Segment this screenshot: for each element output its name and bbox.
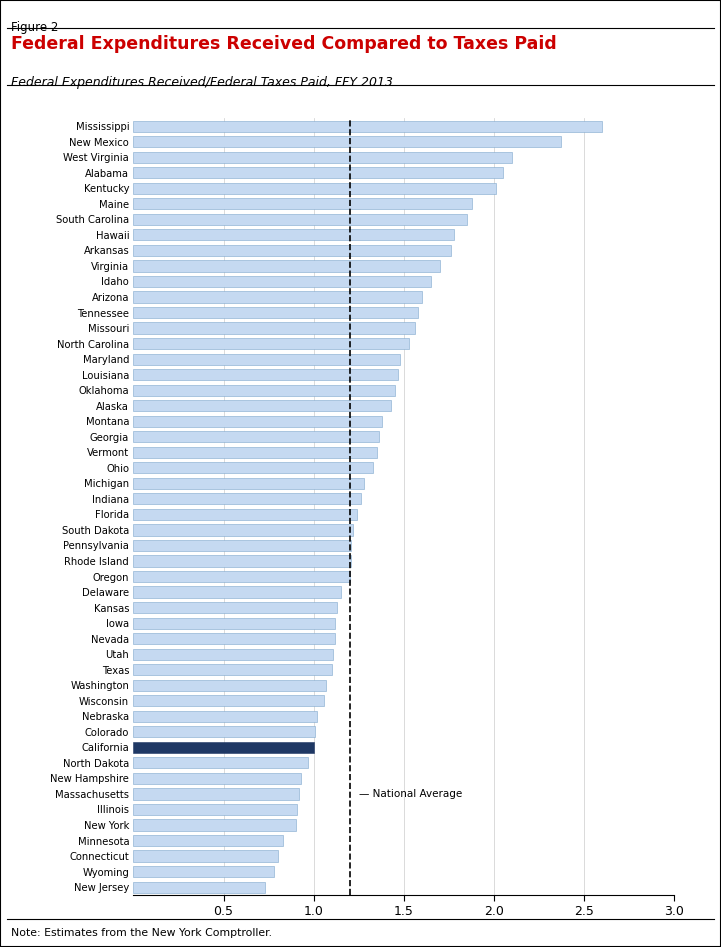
Bar <box>133 710 317 722</box>
Bar <box>133 695 324 706</box>
Bar <box>133 416 382 427</box>
Bar <box>133 338 410 349</box>
Bar <box>133 260 440 272</box>
Bar <box>133 462 373 474</box>
Bar <box>133 758 308 769</box>
Bar <box>133 244 451 256</box>
Bar <box>133 788 299 799</box>
Text: Figure 2: Figure 2 <box>11 21 58 34</box>
Bar <box>133 602 337 614</box>
Bar <box>133 571 350 582</box>
Text: Federal Expenditures Received Compared to Taxes Paid: Federal Expenditures Received Compared t… <box>11 35 557 53</box>
Text: Note: Estimates from the New York Comptroller.: Note: Estimates from the New York Comptr… <box>11 927 272 938</box>
Bar <box>133 680 326 691</box>
Bar <box>133 369 398 381</box>
Bar <box>133 353 400 365</box>
Bar <box>133 726 316 738</box>
Bar <box>133 586 341 598</box>
Bar <box>133 525 353 536</box>
Bar <box>133 167 503 178</box>
Bar <box>133 136 561 148</box>
Bar <box>133 400 391 411</box>
Bar <box>133 447 376 458</box>
Bar <box>133 742 314 753</box>
Bar <box>133 431 379 442</box>
Bar <box>133 183 495 194</box>
Bar <box>133 152 512 163</box>
Bar <box>133 804 298 815</box>
Bar <box>133 120 602 132</box>
Bar <box>133 540 351 551</box>
Bar <box>133 384 395 396</box>
Bar <box>133 850 278 862</box>
Bar <box>133 214 467 225</box>
Bar <box>133 773 301 784</box>
Bar <box>133 835 283 847</box>
Bar <box>133 664 332 675</box>
Bar <box>133 633 335 644</box>
Bar <box>133 276 430 287</box>
Bar <box>133 819 296 831</box>
Bar <box>133 477 364 489</box>
Bar <box>133 555 351 566</box>
Bar <box>133 229 454 241</box>
Bar <box>133 509 357 520</box>
Text: — National Average: — National Average <box>359 789 462 799</box>
Bar <box>133 307 418 318</box>
Bar <box>133 649 333 660</box>
Bar <box>133 866 274 877</box>
Bar <box>133 882 265 893</box>
Bar <box>133 292 422 303</box>
Bar <box>133 493 360 505</box>
Bar <box>133 617 335 629</box>
Bar <box>133 322 415 333</box>
Text: Federal Expenditures Received/Federal Taxes Paid, FFY 2013: Federal Expenditures Received/Federal Ta… <box>11 76 393 89</box>
Bar <box>133 198 472 209</box>
